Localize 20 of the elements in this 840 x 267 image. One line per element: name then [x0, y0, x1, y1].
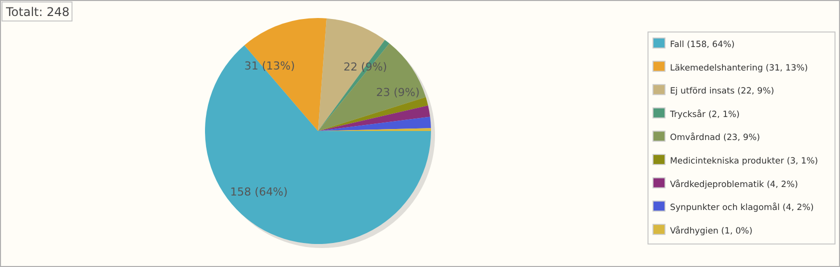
pie-slice [244, 18, 327, 131]
legend-label: Omvårdnad (23, 9%) [670, 132, 760, 144]
text: Totalt: 248 [5, 5, 70, 19]
pie-slice [318, 105, 430, 131]
pie-slice [318, 40, 390, 131]
legend-label: Fall (158, 64%) [670, 40, 735, 50]
legend-label: Läkemedelshantering (31, 13%) [670, 63, 808, 74]
legend-label: Trycksår (2, 1%) [669, 108, 740, 120]
legend-label: Vårdhygien (1, 0%) [670, 225, 752, 236]
pie-slice [318, 97, 428, 131]
legend-label: Ej utförd insats (22, 9%) [670, 86, 774, 97]
legend-label: Medicintekniska produkter (3, 1%) [670, 156, 818, 166]
data-label: 158 (64%) [230, 186, 288, 199]
data-label: 23 (9%) [376, 86, 420, 99]
legend-label: Vårdkedjeproblematik (4, 2%) [670, 178, 798, 190]
pie-slice [318, 116, 431, 131]
pie-slice [205, 45, 431, 244]
data-label: 31 (13%) [244, 60, 295, 73]
pie-slice [318, 43, 426, 131]
legend-label: Synpunkter och klagomål (4, 2%) [670, 202, 814, 214]
